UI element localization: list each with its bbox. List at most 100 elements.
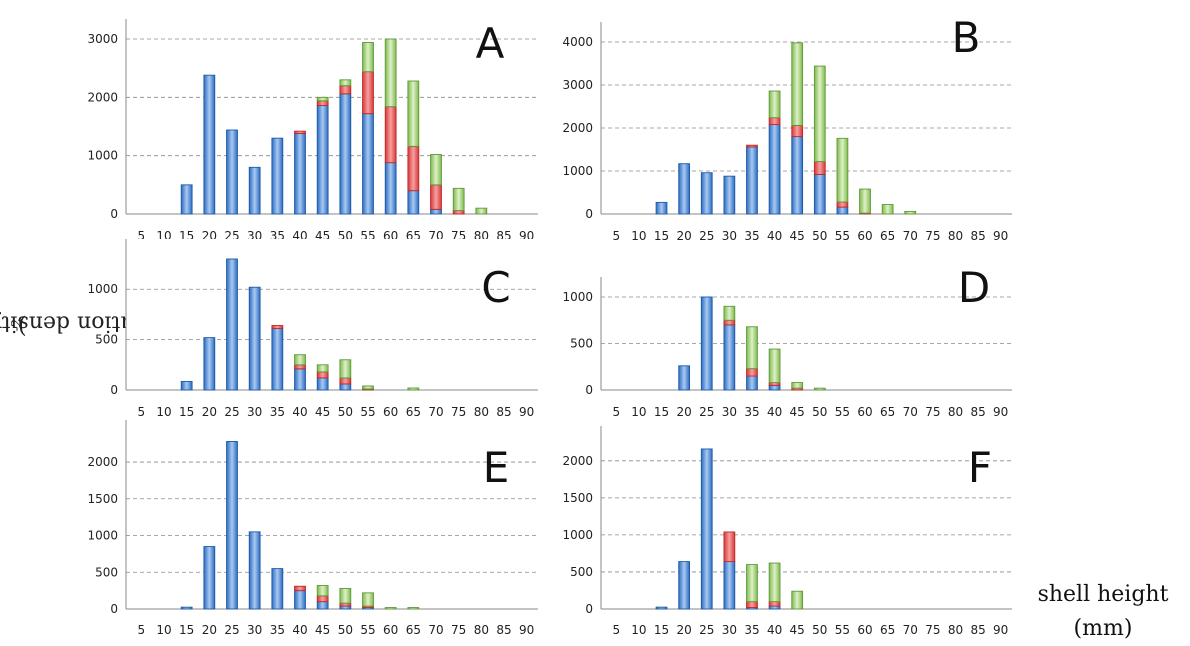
panel-e-ytick-label: 1000 xyxy=(87,529,118,543)
panel-f-xtick-label: 55 xyxy=(835,623,850,637)
panel-c-xtick-label: 90 xyxy=(519,405,534,419)
panel-b-xtick-label: 65 xyxy=(880,229,895,243)
panel-b-xtick-label: 60 xyxy=(857,229,872,243)
panel-a-xtick-label: 5 xyxy=(138,229,146,243)
panel-b-bar-red xyxy=(813,161,826,175)
panel-f-plot-area xyxy=(601,426,1016,609)
panel-e-bar-green xyxy=(407,607,420,610)
panel-c-xtick-label: 10 xyxy=(156,405,171,419)
panel-c-bar-green xyxy=(316,364,329,373)
panel-f-xtick-label: 10 xyxy=(631,623,646,637)
panel-b-xtick-label: 80 xyxy=(948,229,963,243)
panel-d-plot-area xyxy=(601,277,1016,390)
panel-c-bar-blue xyxy=(271,328,284,391)
panel-c-bar-green xyxy=(407,387,420,391)
panel-f-xtick-label: 75 xyxy=(925,623,940,637)
panel-e-ytick-label: 500 xyxy=(95,565,118,579)
panel-d-xtick-label: 70 xyxy=(903,405,918,419)
panel-b-bar-blue xyxy=(678,163,691,215)
panel-b-bar-blue xyxy=(700,172,713,215)
panel-a-bar-red xyxy=(294,130,306,134)
panel-f-bar-green xyxy=(791,590,804,610)
panel-b-xtick-label: 15 xyxy=(654,229,669,243)
panel-b-bar-red xyxy=(791,124,804,138)
panel-f-xtick-label: 85 xyxy=(970,623,985,637)
panel-c-xtick-label: 60 xyxy=(383,405,398,419)
panel-e-xtick-label: 55 xyxy=(360,623,375,637)
panel-f-bar-blue xyxy=(655,606,668,610)
panel-b-bar-blue xyxy=(791,136,804,215)
panel-c-xtick-label: 55 xyxy=(360,405,375,419)
panel-c-xtick-label: 30 xyxy=(247,405,262,419)
panel-b-bar-blue xyxy=(768,124,781,215)
panel-d-bar-blue xyxy=(678,365,691,391)
panel-e-xtick-label: 60 xyxy=(383,623,398,637)
panel-a-bar-green xyxy=(475,207,488,215)
panel-e-xtick-label: 15 xyxy=(179,623,194,637)
panel-b-xtick-label: 55 xyxy=(835,229,850,243)
panel-a-bar-blue xyxy=(271,137,284,215)
panel-e-xtick-label: 50 xyxy=(338,623,353,637)
panel-e-bar-blue xyxy=(271,568,284,610)
panel-c-xtick-label: 20 xyxy=(202,405,217,419)
panel-f-bar-blue xyxy=(678,561,691,610)
panel-c-bar-red xyxy=(294,364,306,370)
x-axis-title-text: shell height xyxy=(1037,582,1169,607)
panel-f-bar-blue xyxy=(723,561,736,610)
panel-b-bar-blue xyxy=(746,146,758,215)
panel-d-bar-blue xyxy=(700,296,713,391)
panel-d-ytick-label: 1000 xyxy=(562,290,593,304)
panel-a-bar-blue xyxy=(226,129,238,215)
panel-a-letter: A xyxy=(476,19,505,68)
panel-a-bar-blue xyxy=(430,208,442,215)
x-axis-unit: (mm) xyxy=(1073,616,1133,641)
panel-d-bar-blue xyxy=(723,324,736,391)
panel-b-plot-area xyxy=(601,22,1016,214)
panel-b-xtick-label: 90 xyxy=(993,229,1008,243)
panel-f-xtick-label: 40 xyxy=(767,623,782,637)
panel-a-ytick-label: 3000 xyxy=(87,32,118,46)
panel-e-xtick-label: 90 xyxy=(519,623,534,637)
x-axis-title: shell height (mm) xyxy=(1018,578,1188,646)
panel-b-letter: B xyxy=(952,13,981,62)
panel-c-bar-blue xyxy=(180,380,193,391)
panel-e-bar-blue xyxy=(294,590,306,610)
panel-f-xtick-label: 5 xyxy=(612,623,620,637)
panel-f-xtick-label: 65 xyxy=(880,623,895,637)
panel-a-bar-red xyxy=(452,210,465,215)
panel-b-ytick-label: 4000 xyxy=(562,35,593,49)
panel-d-xtick-label: 25 xyxy=(699,405,714,419)
panel-e-xtick-label: 70 xyxy=(428,623,443,637)
panel-e-plot-area xyxy=(126,420,542,609)
panel-b-bar-blue xyxy=(655,201,668,215)
panel-e-bar-blue xyxy=(226,441,238,610)
panel-a-bar-green xyxy=(430,154,442,186)
panel-b-xtick-label: 50 xyxy=(812,229,827,243)
panel-d-xtick-label: 60 xyxy=(857,405,872,419)
panel-c-xtick-label: 50 xyxy=(338,405,353,419)
panel-c-xtick-label: 5 xyxy=(138,405,146,419)
panel-c-bar-red xyxy=(316,371,329,379)
panel-d-xtick-label: 80 xyxy=(948,405,963,419)
panel-f-ytick-label: 500 xyxy=(570,565,593,579)
panel-a-bar-green xyxy=(452,187,465,211)
panel-f-bar-green xyxy=(746,564,758,603)
panel-c-bar-green xyxy=(339,359,352,379)
panel-e-bar-blue xyxy=(248,531,261,610)
panel-e-ytick-label: 0 xyxy=(110,602,118,616)
panel-a-bar-red xyxy=(430,184,442,210)
panel-c-bar-blue xyxy=(248,286,261,391)
panel-e-xtick-label: 75 xyxy=(451,623,466,637)
panel-a-bar-green xyxy=(384,38,397,108)
panel-c-xtick-label: 80 xyxy=(474,405,489,419)
panel-f-bar-red xyxy=(746,601,758,608)
panel-c-xtick-label: 85 xyxy=(496,405,511,419)
panel-b-bar-green xyxy=(859,188,871,214)
panel-c-bar-blue xyxy=(203,337,216,391)
panel-a-bar-blue xyxy=(248,166,261,215)
panel-a-bar-red xyxy=(407,145,420,192)
panel-f-ytick-label: 0 xyxy=(585,602,593,616)
panel-a-plot-area xyxy=(126,19,542,214)
panel-d-xtick-label: 90 xyxy=(993,405,1008,419)
panel-a-bar-red xyxy=(362,71,374,115)
